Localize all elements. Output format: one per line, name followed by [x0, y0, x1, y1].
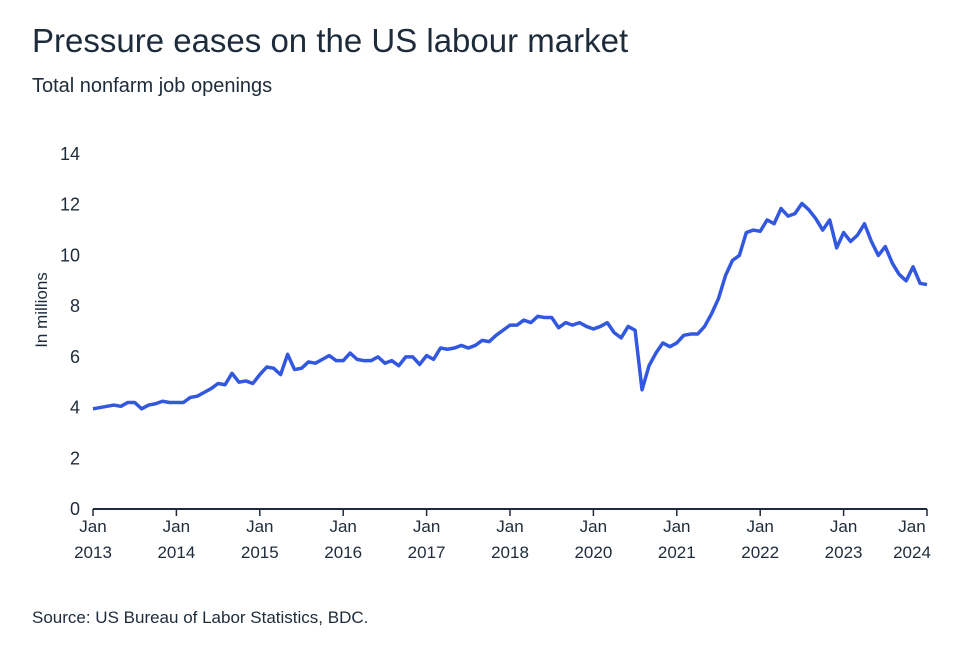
x-tick-label: Jan 2022 — [741, 517, 780, 562]
x-tick-label: Jan 2013 — [74, 517, 112, 562]
x-tick-label: Jan 2016 — [324, 517, 363, 562]
x-tick-label: Jan 2014 — [157, 517, 196, 562]
y-tick-label: 8 — [70, 296, 80, 316]
y-tick-label: 2 — [70, 448, 80, 468]
x-tick-label: Jan 2017 — [407, 517, 446, 562]
y-tick-label: 4 — [70, 398, 80, 418]
data-line — [92, 201, 928, 411]
chart-title: Pressure eases on the US labour market — [32, 22, 629, 59]
x-tick-label: Jan 2021 — [657, 517, 696, 562]
x-tick-label: Jan 2015 — [240, 517, 279, 562]
chart-subtitle: Total nonfarm job openings — [32, 75, 273, 97]
x-tick-label: Jan 2018 — [491, 517, 529, 562]
x-tick-label: Jan 2023 — [824, 517, 863, 562]
y-tick-label: 12 — [60, 195, 80, 215]
y-tick-label: 6 — [70, 347, 80, 367]
x-tick-label: Jan 2024 — [893, 517, 931, 562]
y-axis-label: In millions — [32, 272, 51, 348]
y-tick-label: 10 — [60, 245, 80, 265]
source-note: Source: US Bureau of Labor Statistics, B… — [32, 608, 369, 627]
y-tick-label: 14 — [60, 144, 80, 164]
y-tick-label: 0 — [70, 499, 80, 519]
x-tick-label: Jan 2020 — [574, 517, 613, 562]
